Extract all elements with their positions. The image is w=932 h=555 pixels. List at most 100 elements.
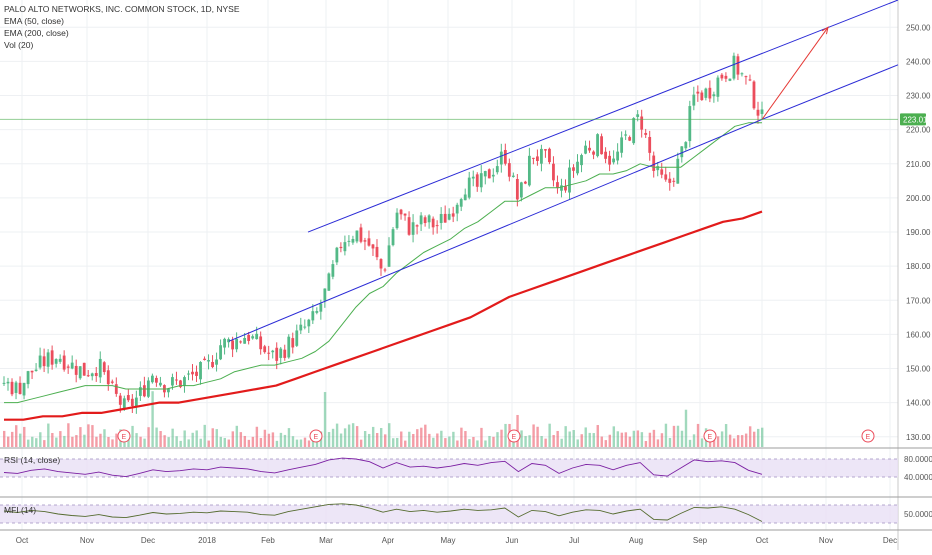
volume-bar — [460, 427, 463, 447]
candle-body — [275, 347, 279, 361]
candle-body — [752, 81, 756, 109]
time-tick-label: Dec — [141, 536, 155, 545]
candle-body — [243, 338, 247, 344]
volume-bar — [568, 431, 571, 447]
volume-bar — [692, 434, 696, 447]
candle-body — [351, 238, 355, 243]
volume-bar — [580, 434, 583, 447]
volume-bar — [283, 434, 287, 447]
volume-bar — [163, 435, 166, 447]
candle-body — [419, 215, 423, 225]
volume-bar — [548, 423, 551, 447]
volume-bar — [736, 435, 740, 447]
time-tick-label: Jul — [569, 536, 579, 545]
candle-body — [271, 350, 275, 353]
volume-bar — [636, 430, 640, 447]
volume-bar — [388, 423, 391, 447]
candle-body — [311, 311, 315, 321]
candle-body — [604, 151, 607, 159]
time-tick-label: Apr — [382, 536, 395, 545]
candle-body — [527, 155, 531, 186]
mfi-panel-label: MFI (14) — [4, 505, 37, 515]
earnings-marker-label: E — [122, 434, 127, 441]
volume-bar — [540, 436, 543, 447]
volume-bar — [444, 438, 447, 447]
candle-body — [191, 371, 194, 375]
candle-body — [712, 94, 716, 97]
candle-body — [724, 75, 728, 79]
candle-body — [648, 136, 652, 153]
candle-body — [620, 137, 624, 153]
candle-body — [519, 182, 523, 198]
volume-bar — [107, 436, 110, 447]
volume-bar — [275, 440, 279, 447]
volume-bar — [632, 430, 636, 447]
earnings-marker — [507, 429, 521, 443]
candle-body — [199, 361, 202, 380]
volume-bar — [191, 432, 194, 447]
volume-bar — [43, 440, 46, 447]
volume-bar — [63, 435, 66, 447]
candle-body — [319, 303, 323, 312]
volume-bar — [532, 424, 535, 447]
volume-bar — [87, 424, 90, 447]
candle-body — [343, 242, 347, 252]
candle-body — [82, 362, 86, 376]
price-tick-label: 190.00 — [906, 228, 931, 237]
volume-bar — [436, 433, 439, 447]
volume-bar — [748, 426, 752, 447]
candle-body — [556, 182, 559, 189]
volume-bar — [680, 430, 684, 447]
volume-bar — [484, 440, 487, 447]
volume-bar — [564, 426, 567, 447]
volume-bar — [147, 427, 150, 447]
candle-body — [531, 157, 535, 159]
candle-body — [231, 340, 235, 350]
candle-body — [159, 382, 162, 386]
time-tick-label: Feb — [261, 536, 275, 545]
candle-body — [239, 341, 243, 343]
volume-bar — [756, 428, 760, 447]
candle-body — [195, 371, 198, 376]
candle-body — [507, 163, 511, 177]
volume-bar — [640, 432, 644, 447]
volume-bar — [379, 428, 383, 447]
earnings-marker — [861, 429, 875, 443]
candle-body — [126, 395, 130, 401]
candle-body — [307, 319, 311, 327]
candle-body — [379, 259, 383, 269]
volume-bar — [584, 427, 587, 447]
volume-bar — [71, 436, 74, 447]
candle-body — [459, 199, 463, 207]
candle-body — [363, 240, 367, 242]
candle-body — [355, 230, 359, 242]
chart-title: PALO ALTO NETWORKS, INC. COMMON STOCK, 1… — [4, 4, 240, 14]
volume-bar — [295, 439, 299, 447]
candle-body — [315, 311, 319, 313]
candle-body — [367, 238, 371, 246]
candle-body — [18, 382, 22, 394]
candle-body — [676, 158, 680, 184]
candle-body — [227, 339, 230, 343]
volume-bar — [696, 423, 700, 447]
candle-body — [455, 204, 459, 214]
projection-arrow — [761, 27, 829, 120]
time-tick-label: Oct — [756, 536, 769, 545]
volume-bar — [3, 430, 6, 447]
candle-body — [548, 148, 551, 163]
volume-bar — [39, 432, 42, 447]
candle-body — [34, 369, 38, 371]
volume-bar — [424, 424, 427, 447]
candle-body — [359, 227, 363, 242]
candle-body — [463, 194, 467, 201]
candle-body — [588, 147, 591, 151]
volume-bar — [744, 433, 748, 447]
candle-body — [580, 155, 583, 166]
candle-body — [110, 381, 114, 383]
candle-body — [756, 109, 760, 116]
volume-bar — [159, 431, 162, 447]
rsi-line — [3, 457, 763, 478]
candle-body — [335, 247, 339, 263]
candle-body — [54, 359, 58, 364]
volume-bar — [452, 431, 455, 447]
